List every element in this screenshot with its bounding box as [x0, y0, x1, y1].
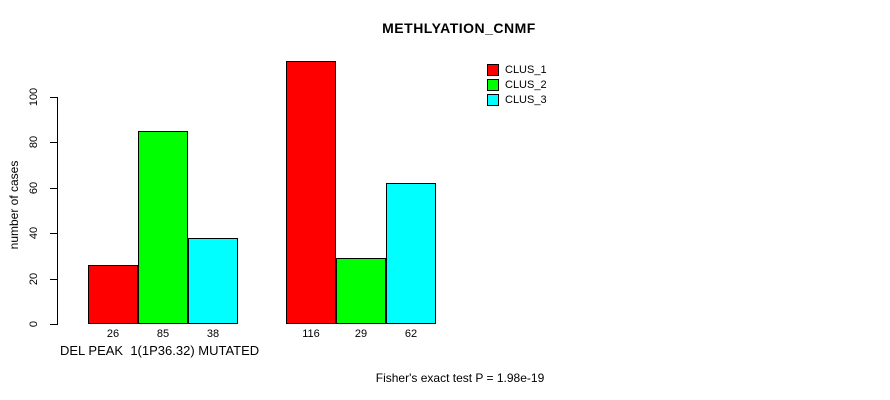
- bar-value-label: 26: [106, 328, 120, 340]
- y-tick: [50, 279, 57, 280]
- bar: [188, 238, 238, 324]
- y-tick: [50, 233, 57, 234]
- x-axis-title: DEL PEAK 1(1P36.32) MUTATED: [60, 343, 260, 358]
- legend: CLUS_1 CLUS_2 CLUS_3: [487, 62, 547, 107]
- stat-note: Fisher's exact test P = 1.98e-19: [375, 371, 545, 385]
- bar-value-label: 62: [404, 328, 418, 340]
- legend-label: CLUS_3: [505, 93, 547, 106]
- bar-value-label: 116: [302, 328, 320, 340]
- bar: [386, 183, 436, 324]
- y-tick-label: 80: [28, 135, 40, 149]
- y-tick: [50, 97, 57, 98]
- bar: [336, 258, 386, 324]
- y-axis-title: number of cases: [7, 160, 21, 250]
- bar-value-label: 29: [354, 328, 368, 340]
- legend-swatch: [487, 63, 499, 76]
- bar: [138, 131, 188, 324]
- chart-title: METHLYATION_CNMF: [382, 20, 536, 36]
- y-tick: [50, 142, 57, 143]
- y-tick-label: 40: [28, 226, 40, 240]
- legend-swatch: [487, 93, 499, 106]
- y-tick: [50, 324, 57, 325]
- legend-item: CLUS_2: [487, 77, 547, 92]
- legend-label: CLUS_2: [505, 78, 547, 91]
- legend-swatch: [487, 78, 499, 91]
- y-tick-label: 60: [28, 181, 40, 195]
- bar-value-label: 85: [156, 328, 170, 340]
- y-tick-label: 0: [28, 320, 40, 328]
- y-tick: [50, 188, 57, 189]
- bar-value-label: 38: [206, 328, 220, 340]
- y-tick-label: 100: [28, 87, 40, 107]
- y-tick-label: 20: [28, 272, 40, 286]
- bar: [286, 61, 336, 324]
- legend-item: CLUS_1: [487, 62, 547, 77]
- legend-item: CLUS_3: [487, 92, 547, 107]
- y-axis-line: [57, 97, 58, 325]
- legend-label: CLUS_1: [505, 63, 547, 76]
- bar: [88, 265, 138, 324]
